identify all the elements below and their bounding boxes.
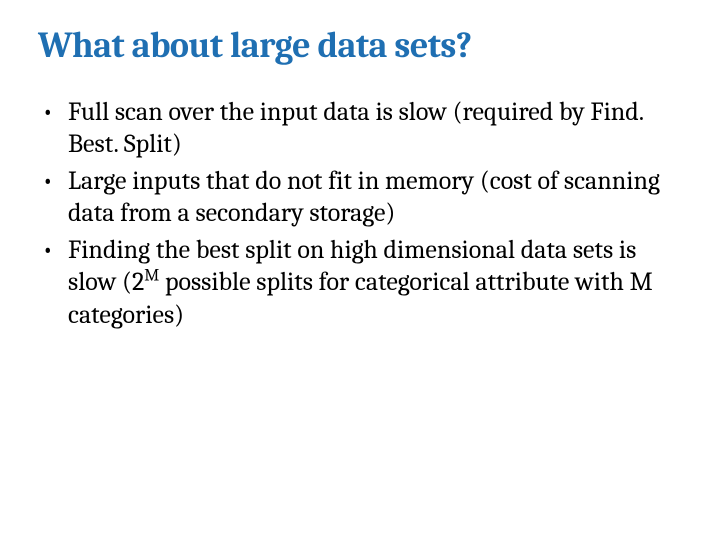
bullet-item: Full scan over the input data is slow (r… xyxy=(38,96,682,161)
bullet-item: Large inputs that do not fit in memory (… xyxy=(38,165,682,230)
bullet-item: Finding the best split on high dimension… xyxy=(38,234,682,332)
slide: What about large data sets? Full scan ov… xyxy=(0,0,720,540)
bullet-list: Full scan over the input data is slow (r… xyxy=(38,96,682,332)
superscript: M xyxy=(144,266,159,285)
slide-title: What about large data sets? xyxy=(38,26,682,66)
